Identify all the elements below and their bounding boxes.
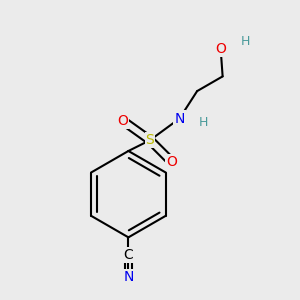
Text: O: O	[166, 155, 177, 169]
Text: H: H	[198, 116, 208, 129]
Text: H: H	[241, 34, 250, 48]
Text: O: O	[215, 42, 226, 56]
Text: N: N	[174, 112, 184, 126]
Text: N: N	[123, 270, 134, 283]
Text: S: S	[146, 133, 154, 147]
Text: O: O	[117, 114, 128, 128]
Text: C: C	[124, 248, 133, 262]
